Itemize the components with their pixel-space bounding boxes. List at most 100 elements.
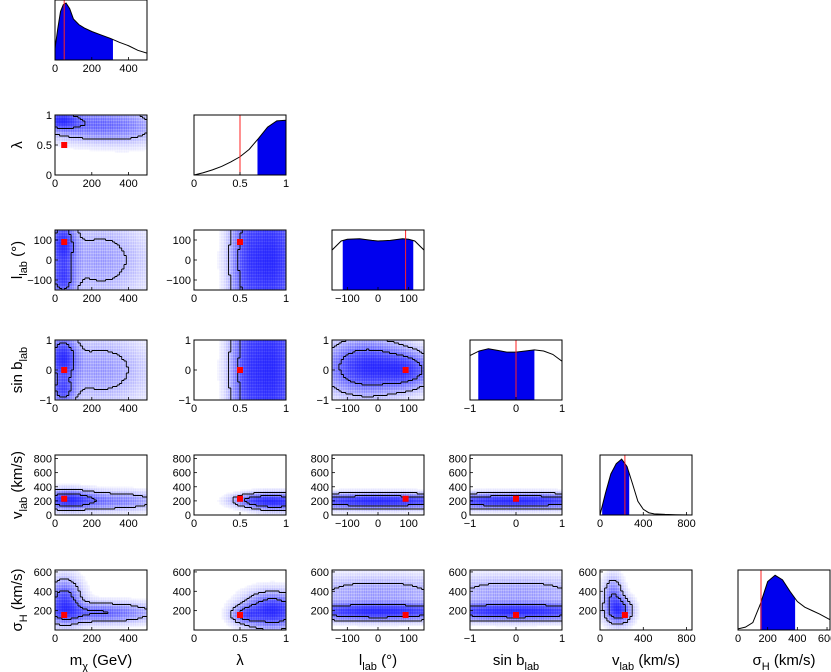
density-cell xyxy=(66,116,70,119)
density-cell xyxy=(110,249,113,252)
density-cell xyxy=(78,276,81,279)
density-cell xyxy=(96,263,100,265)
density-cell xyxy=(130,115,134,117)
density-cell xyxy=(103,121,106,123)
density-cell xyxy=(84,115,88,117)
density-cell xyxy=(84,249,88,252)
density-cell xyxy=(144,249,148,252)
density-cell xyxy=(144,281,148,283)
density-cell xyxy=(119,118,123,120)
density-cell xyxy=(84,284,88,286)
density-cell xyxy=(142,282,146,285)
density-cell xyxy=(66,284,70,286)
density-cell xyxy=(64,255,67,258)
density-cell xyxy=(84,146,88,149)
density-cell xyxy=(140,264,143,267)
density-cell xyxy=(137,257,141,259)
density-cell xyxy=(66,133,70,135)
density-cell xyxy=(55,145,58,147)
density-cell xyxy=(66,288,70,291)
density-cell xyxy=(137,288,141,291)
density-cell xyxy=(126,275,129,277)
density-cell xyxy=(142,288,146,291)
density-cell xyxy=(98,273,102,276)
density-cell xyxy=(114,261,118,264)
density-cell xyxy=(114,278,118,280)
density-cell xyxy=(59,131,63,134)
density-cell xyxy=(124,125,127,128)
density-cell xyxy=(59,273,63,276)
density-cell xyxy=(114,281,118,283)
density-cell xyxy=(55,246,58,249)
density-cell xyxy=(112,118,116,120)
density-cell xyxy=(96,139,100,141)
density-cell xyxy=(82,276,86,279)
density-cell xyxy=(84,281,88,283)
density-cell xyxy=(68,119,72,122)
density-cell xyxy=(144,140,148,143)
density-cell xyxy=(124,136,127,138)
density-cell xyxy=(101,134,104,137)
density-cell xyxy=(66,279,70,282)
density-cell xyxy=(91,125,95,128)
density-cell xyxy=(61,272,65,274)
density-cell xyxy=(82,115,86,117)
density-cell xyxy=(61,267,65,270)
density-cell xyxy=(94,119,97,122)
density-cell xyxy=(135,260,139,262)
density-cell xyxy=(96,282,100,285)
density-cell xyxy=(112,251,116,253)
density-cell xyxy=(96,281,100,283)
density-cell xyxy=(64,284,67,286)
marginal-panel-lambda: 0 0.5 1 xyxy=(191,114,289,190)
density-cell xyxy=(89,252,93,255)
density-cell xyxy=(82,146,86,149)
density-cell xyxy=(128,275,132,277)
density-cell xyxy=(71,264,74,267)
density-cell xyxy=(101,145,104,147)
density-cell xyxy=(130,270,134,273)
density-cell xyxy=(64,139,67,141)
density-cell xyxy=(68,118,72,120)
density-cell xyxy=(105,284,109,286)
density-cell xyxy=(119,137,123,140)
density-cell xyxy=(101,275,104,277)
density-cell xyxy=(84,288,88,291)
density-cell xyxy=(98,266,102,268)
density-cell xyxy=(84,148,88,150)
density-cell xyxy=(144,134,148,137)
density-cell xyxy=(114,131,118,134)
density-cell xyxy=(112,282,116,285)
density-cell xyxy=(87,282,90,285)
density-cell xyxy=(101,257,104,259)
density-cell xyxy=(119,128,123,131)
density-cell xyxy=(119,122,123,125)
density-cell xyxy=(101,139,104,141)
density-cell xyxy=(117,146,120,149)
density-cell xyxy=(80,288,83,291)
density-cell xyxy=(80,258,83,261)
density-cell xyxy=(84,261,88,264)
density-cell xyxy=(101,140,104,143)
density-cell xyxy=(135,258,139,261)
density-cell xyxy=(89,131,93,134)
density-cell xyxy=(103,122,106,125)
density-cell xyxy=(75,251,79,253)
density-cell xyxy=(71,284,74,286)
density-cell xyxy=(128,119,132,122)
density-cell xyxy=(91,249,95,252)
density-cell xyxy=(117,149,120,152)
density-cell xyxy=(107,118,111,120)
density-cell xyxy=(117,148,120,150)
density-cell xyxy=(130,137,134,140)
density-cell xyxy=(73,284,77,286)
density-cell xyxy=(94,284,97,286)
density-cell xyxy=(82,119,86,122)
density-cell xyxy=(66,121,70,123)
density-cell xyxy=(124,149,127,152)
density-cell xyxy=(75,260,79,262)
density-cell xyxy=(114,128,118,131)
density-cell xyxy=(61,122,65,125)
density-cell xyxy=(71,118,74,120)
density-cell xyxy=(107,122,111,125)
